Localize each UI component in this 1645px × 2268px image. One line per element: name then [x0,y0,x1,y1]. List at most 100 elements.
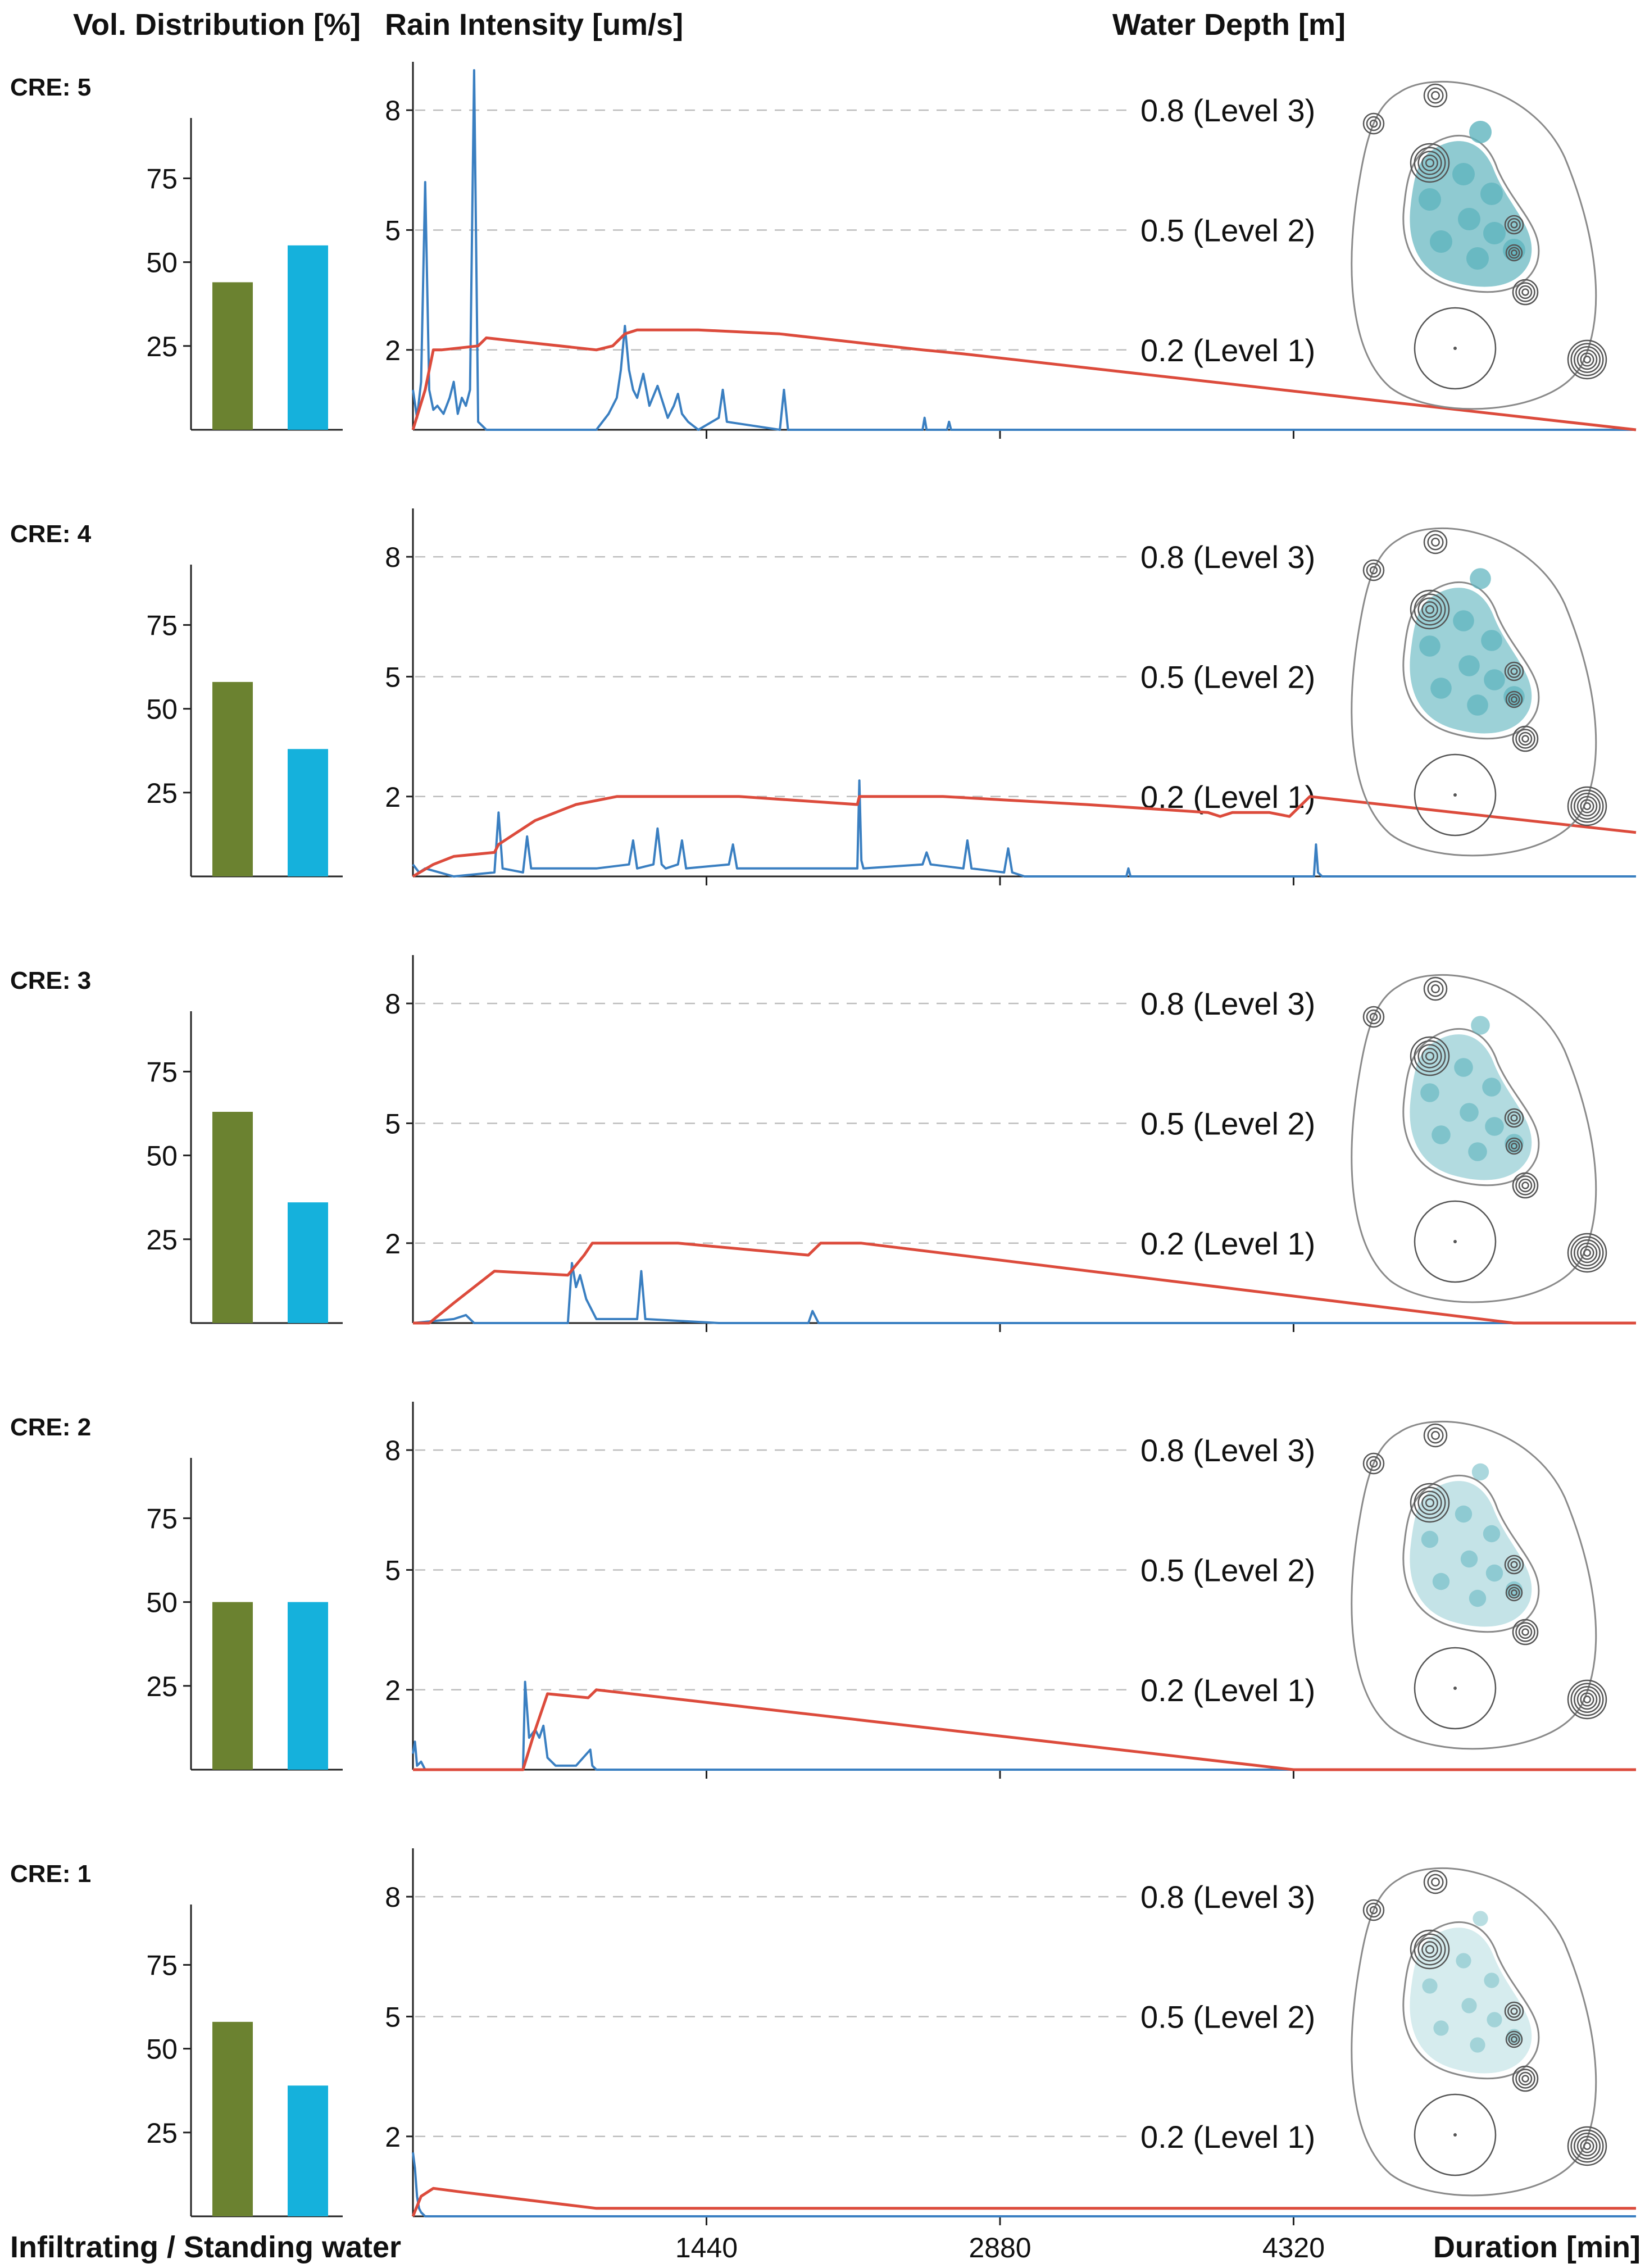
standing-water-bar [288,1202,328,1323]
tree-ring [1508,2033,1520,2046]
panel-label: CRE: 2 [10,1413,91,1441]
panel-label: CRE: 3 [10,967,91,994]
tree-ring [1580,1246,1594,1260]
tree-ring [1570,2129,1604,2163]
rain-y-tick-label: 5 [385,2001,401,2033]
rain-y-tick-label: 2 [385,1228,401,1260]
standing-water-bar [288,1602,328,1770]
tree-ring [1417,151,1442,175]
basin-circle [1414,307,1497,390]
water-depth-level-label: 0.2 (Level 1) [1140,1672,1315,1708]
bar-y-tick-label: 25 [146,1671,178,1702]
tree-ring [1421,1048,1438,1065]
tree-ring [1567,786,1607,826]
tree-ring [1421,601,1438,618]
planter-dot [1471,1463,1489,1481]
tree-ring [1504,1555,1524,1575]
planter-dot [1456,1953,1471,1969]
bar-y-tick-label: 75 [146,1949,178,1981]
panel-cre-1: CRE: 1 25 50 75 2 0.2 (Level 1) 5 0.5 (Level 2)… [10,1848,1636,2225]
tree-ring [1423,1423,1448,1448]
tree-ring [1431,538,1440,547]
tree-ring [1504,215,1524,235]
tree-ring [1511,1143,1517,1149]
tree-ring [1570,1236,1604,1270]
planter-dot [1480,183,1503,205]
tree-ring [1410,143,1450,183]
tree-ring [1518,1178,1533,1193]
rain-y-tick-label: 8 [385,1881,401,1913]
tree-ring [1366,1456,1382,1471]
planter-dot [1471,1016,1490,1035]
tree-ring [1425,1944,1435,1955]
vol-distribution-header: Vol. Distribution [%] [73,8,361,42]
tree-ring [1369,1459,1378,1468]
planter-dot [1419,635,1440,657]
x-tick-label: 4320 [1262,2232,1325,2264]
bar-y-tick-label: 50 [146,1140,178,1172]
bar-y-tick-label: 50 [146,247,178,279]
tree-ring [1567,1233,1607,1273]
tree-ring [1508,1140,1520,1152]
tree-ring [1576,796,1598,817]
tree-ring [1362,1452,1385,1475]
plan-illustration [1351,1420,1607,1750]
rain-y-tick-label: 5 [385,661,401,693]
tree-ring [1423,976,1448,1001]
basin-center [1453,793,1457,797]
planter-dot [1469,121,1492,143]
infiltrating-bar [212,1602,253,1770]
tree-ring [1521,288,1529,296]
tree-ring [1515,1622,1535,1642]
tree-ring [1570,789,1604,823]
planter-dot [1473,1911,1488,1926]
tree-ring [1583,1696,1591,1703]
planter-dot [1468,1142,1487,1161]
tree-ring [1369,1012,1378,1021]
tree-ring [1567,2126,1607,2166]
standing-water-bar [288,245,328,430]
tree-ring [1417,1044,1442,1069]
duration-label: Duration [min] [1433,2230,1641,2264]
planter-dot [1467,694,1488,716]
planter-dot [1453,610,1474,631]
rain-y-tick-label: 8 [385,542,401,573]
tree-ring [1574,2133,1601,2160]
tree-ring [1410,1483,1450,1523]
tree-ring [1369,1906,1378,1915]
water-depth-level-label: 0.8 (Level 3) [1140,1433,1315,1468]
water-depth-level-label: 0.5 (Level 2) [1140,1999,1315,2034]
planter-dot [1482,1078,1501,1097]
bar-y-tick-label: 25 [146,1224,178,1256]
tree-ring [1583,1249,1591,1257]
tree-ring [1512,725,1539,752]
planter-dot [1481,630,1502,651]
planter-dot [1430,678,1452,699]
tree-ring [1580,1692,1594,1707]
panel-label: CRE: 5 [10,74,91,101]
tree-ring [1580,2139,1594,2153]
planter-dot [1432,1125,1451,1144]
infiltrating-bar [212,282,253,430]
tree-ring [1518,731,1533,746]
tree-ring [1414,1040,1446,1072]
infiltrating-bar [212,681,253,876]
rain-intensity-series [412,69,1636,431]
tree-ring [1518,285,1533,299]
planter-dot [1483,222,1506,244]
tree-ring [1511,249,1517,256]
x-tick-labels: 1440 2880 4320 [675,2232,1325,2264]
planter-dot [1461,1998,1477,2014]
planter-dot [1455,1505,1473,1523]
tree-ring [1511,2036,1517,2043]
bar-y-tick-label: 50 [146,694,178,725]
tree-ring [1504,661,1524,681]
planter-dot [1433,2020,1449,2036]
tree-ring [1505,2030,1523,2048]
water-depth-level-label: 0.5 (Level 2) [1140,1106,1315,1141]
tree-ring [1431,91,1440,100]
basin-center [1453,1240,1457,1243]
tree-ring [1431,1431,1440,1440]
bar-y-tick-label: 25 [146,2117,178,2149]
